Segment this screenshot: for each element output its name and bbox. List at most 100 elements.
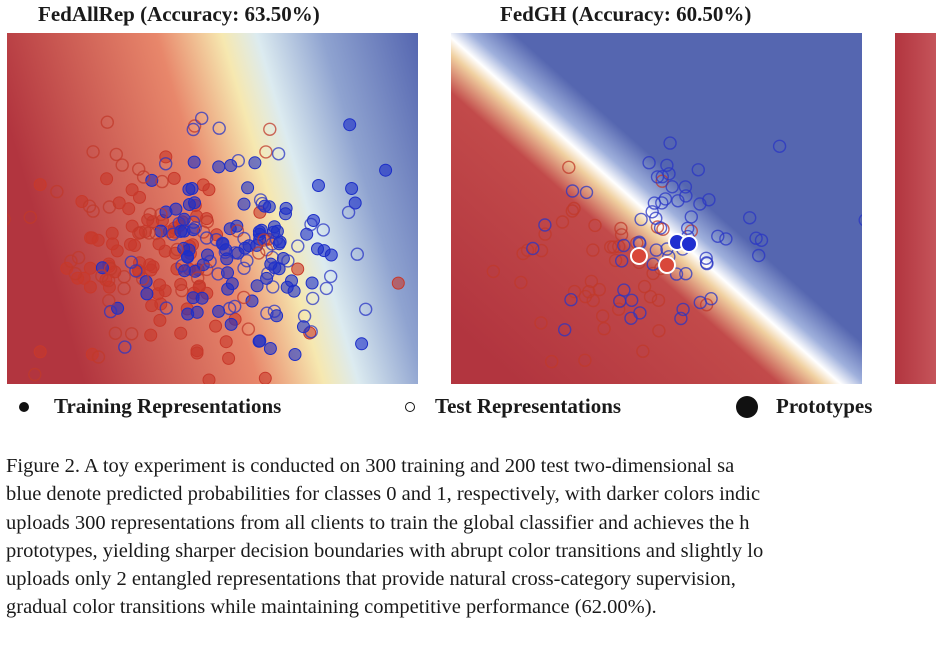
test-point-class0 bbox=[108, 326, 123, 340]
test-point-class0 bbox=[131, 162, 146, 176]
test-point-class1 bbox=[324, 269, 338, 284]
test-point-class1 bbox=[172, 216, 186, 231]
test-point-class0 bbox=[592, 282, 607, 297]
test-point-class0 bbox=[237, 290, 251, 305]
legend-test: Test Representations bbox=[405, 394, 621, 419]
test-point-class0 bbox=[562, 160, 576, 175]
test-point-class0 bbox=[115, 158, 129, 172]
training-point-class0 bbox=[219, 335, 233, 349]
test-point-class0 bbox=[514, 275, 528, 290]
test-point-class1 bbox=[281, 254, 295, 268]
test-point-class1 bbox=[237, 261, 251, 276]
training-point-class1 bbox=[224, 159, 238, 172]
test-point-class1 bbox=[237, 231, 251, 246]
training-point-class1 bbox=[237, 197, 251, 211]
test-point-class1 bbox=[711, 229, 725, 244]
test-point-class1 bbox=[662, 167, 676, 181]
training-point-class0 bbox=[33, 178, 47, 192]
test-point-class1 bbox=[316, 223, 330, 237]
test-point-class1 bbox=[663, 136, 677, 150]
training-point-class0 bbox=[291, 262, 305, 276]
test-point-class0 bbox=[603, 240, 618, 254]
test-point-class1 bbox=[665, 180, 679, 194]
test-point-class1 bbox=[700, 256, 714, 271]
test-point-class0 bbox=[614, 221, 628, 236]
test-point-class0 bbox=[608, 253, 623, 268]
training-point-class0 bbox=[75, 195, 89, 208]
test-point-class0 bbox=[101, 273, 116, 288]
training-point-class1 bbox=[279, 201, 293, 215]
test-point-class0 bbox=[200, 215, 215, 229]
training-point-class1 bbox=[188, 196, 201, 210]
test-point-class1 bbox=[194, 111, 209, 126]
test-point-class1 bbox=[754, 233, 769, 248]
test-point-class1 bbox=[699, 251, 713, 266]
test-point-class1 bbox=[261, 266, 275, 281]
test-point-class0 bbox=[646, 266, 660, 281]
test-point-class1 bbox=[212, 121, 226, 135]
training-point-class0 bbox=[190, 346, 204, 360]
test-point-class0 bbox=[135, 272, 150, 286]
training-point-class1 bbox=[252, 334, 266, 348]
test-point-class0 bbox=[259, 145, 273, 159]
test-point-class0 bbox=[86, 145, 100, 159]
test-point-class1 bbox=[359, 302, 373, 316]
decision-background bbox=[895, 33, 936, 384]
test-point-class0 bbox=[28, 367, 42, 382]
fedallrep-plot bbox=[7, 33, 418, 384]
test-point-class1 bbox=[266, 280, 280, 294]
test-point-class1 bbox=[186, 215, 201, 229]
training-point-class1 bbox=[111, 301, 125, 315]
test-point-class1 bbox=[614, 254, 629, 268]
training-point-class0 bbox=[167, 171, 181, 185]
training-point-class0 bbox=[193, 279, 206, 293]
test-point-class1 bbox=[617, 238, 631, 253]
test-point-class1 bbox=[564, 293, 578, 307]
training-point-class1 bbox=[212, 304, 226, 318]
test-point-class0 bbox=[91, 350, 106, 364]
test-point-class1 bbox=[231, 153, 246, 168]
test-point-class0 bbox=[588, 218, 602, 233]
test-point-class1 bbox=[175, 258, 189, 273]
test-point-class1 bbox=[199, 231, 214, 245]
test-point-class0 bbox=[100, 115, 115, 129]
test-point-class1 bbox=[253, 193, 268, 207]
caption-line: uploads only 2 entangled representations… bbox=[6, 568, 736, 591]
caption-line: gradual color transitions while maintain… bbox=[6, 596, 657, 619]
test-point-class0 bbox=[586, 293, 600, 308]
training-point-class1 bbox=[190, 305, 204, 319]
training-point-class1 bbox=[212, 160, 226, 174]
test-point-class1 bbox=[649, 243, 664, 257]
test-point-class0 bbox=[651, 293, 666, 307]
test-point-class1 bbox=[209, 232, 224, 247]
prototype-point bbox=[680, 235, 698, 253]
test-point-class1 bbox=[304, 325, 318, 339]
test-point-class0 bbox=[95, 269, 109, 283]
test-point-class1 bbox=[704, 292, 718, 306]
test-point-class0 bbox=[555, 215, 570, 229]
test-point-class0 bbox=[611, 302, 626, 316]
test-point-class1 bbox=[350, 247, 364, 261]
test-point-class1 bbox=[649, 211, 663, 226]
test-point-class1 bbox=[118, 340, 132, 354]
test-point-class0 bbox=[50, 184, 64, 199]
test-point-class1 bbox=[129, 264, 143, 278]
test-point-class1 bbox=[617, 283, 631, 297]
test-point-class0 bbox=[175, 283, 189, 298]
training-point-class1 bbox=[288, 348, 302, 361]
test-point-class0 bbox=[636, 344, 650, 358]
test-point-class1 bbox=[538, 218, 552, 232]
test-point-class1 bbox=[557, 323, 572, 337]
test-point-class0 bbox=[595, 309, 610, 323]
test-point-class0 bbox=[71, 250, 86, 265]
test-point-class1 bbox=[186, 122, 201, 137]
test-point-class1 bbox=[227, 299, 242, 314]
training-point-class1 bbox=[174, 224, 188, 238]
training-point-class1 bbox=[230, 219, 244, 233]
training-point-class1 bbox=[186, 291, 200, 305]
test-point-class1 bbox=[211, 267, 225, 281]
legend-prototypes: Prototypes bbox=[736, 394, 872, 419]
test-point-class1 bbox=[166, 227, 180, 242]
training-point-class0 bbox=[153, 278, 167, 292]
training-point-class0 bbox=[83, 261, 97, 275]
